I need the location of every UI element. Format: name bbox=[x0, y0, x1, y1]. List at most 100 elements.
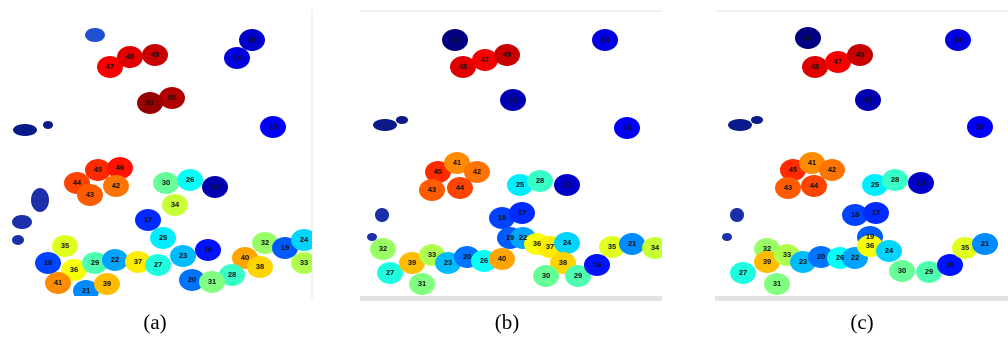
region-label: 20 bbox=[463, 252, 471, 261]
region-label: 10 bbox=[804, 33, 812, 42]
region-label: 18 bbox=[44, 258, 52, 267]
region-label: 48 bbox=[459, 62, 467, 71]
region-label: 45 bbox=[434, 167, 442, 176]
region-label: 51 bbox=[146, 98, 154, 107]
region-label: 49 bbox=[503, 50, 511, 59]
region-label: 14 bbox=[601, 35, 610, 44]
region-label: 45 bbox=[94, 165, 102, 174]
region-label: 36 bbox=[70, 265, 78, 274]
region-label: 13 bbox=[248, 35, 256, 44]
region-label: 24 bbox=[300, 235, 309, 244]
region-label: 44 bbox=[810, 181, 819, 190]
region-label: 28 bbox=[891, 175, 899, 184]
region-label: 14 bbox=[954, 35, 963, 44]
region-label: 41 bbox=[54, 278, 62, 287]
region-label: 35 bbox=[961, 243, 969, 252]
region-label: 30 bbox=[162, 178, 170, 187]
region-label: 23 bbox=[179, 251, 187, 260]
panel-border bbox=[360, 296, 662, 301]
caption: (a) bbox=[143, 310, 166, 334]
region-label: 28 bbox=[228, 270, 236, 279]
region-label: 35 bbox=[608, 242, 616, 251]
region-label: 22 bbox=[111, 255, 119, 264]
region-label: 19 bbox=[866, 232, 874, 241]
figure: 1314474849505115454644434230261234172535… bbox=[0, 0, 1008, 338]
region-label: 23 bbox=[799, 257, 807, 266]
region-label: 37 bbox=[546, 242, 554, 251]
region-label: 23 bbox=[444, 258, 452, 267]
region-label: 27 bbox=[154, 260, 162, 269]
region-label: 31 bbox=[208, 277, 216, 286]
region-label: 21 bbox=[981, 239, 989, 248]
region-label: 39 bbox=[103, 279, 111, 288]
region-label: 42 bbox=[473, 167, 481, 176]
region-label: 29 bbox=[91, 258, 99, 267]
region-label: 32 bbox=[379, 244, 387, 253]
region-label: 29 bbox=[574, 271, 582, 280]
region-label: 13 bbox=[917, 178, 925, 187]
region-label: 43 bbox=[428, 185, 436, 194]
region-label: 17 bbox=[872, 208, 880, 217]
region-label: 28 bbox=[536, 176, 544, 185]
region-label: 49 bbox=[151, 50, 159, 59]
region-label: 21 bbox=[628, 239, 636, 248]
region-label: 33 bbox=[300, 258, 308, 267]
region-label: 42 bbox=[828, 165, 836, 174]
region-label: 18 bbox=[498, 213, 506, 222]
region-label: 21 bbox=[82, 286, 90, 295]
region-label: 20 bbox=[817, 252, 825, 261]
region-label: 49 bbox=[856, 50, 864, 59]
region-label: 10 bbox=[451, 35, 459, 44]
region-label: 39 bbox=[763, 257, 771, 266]
region-label: 41 bbox=[808, 158, 816, 167]
region-label: 34 bbox=[651, 243, 660, 252]
region-label: 45 bbox=[789, 165, 797, 174]
region-label: 22 bbox=[851, 253, 859, 262]
region-label: 17 bbox=[144, 215, 152, 224]
region-label: 38 bbox=[256, 262, 264, 271]
region-label: 40 bbox=[241, 253, 249, 262]
region-label: 36 bbox=[533, 239, 541, 248]
region-label: 41 bbox=[453, 158, 461, 167]
region-label: 36 bbox=[866, 241, 874, 250]
region-label: 26 bbox=[836, 253, 844, 262]
region-label: 48 bbox=[811, 62, 819, 71]
region-label: 38 bbox=[559, 258, 567, 267]
region-label: 33 bbox=[783, 250, 791, 259]
region-label: 16 bbox=[204, 245, 212, 254]
region-label: 30 bbox=[898, 266, 906, 275]
region-label: 39 bbox=[408, 258, 416, 267]
region-label: 27 bbox=[386, 268, 394, 277]
region-label: 32 bbox=[261, 238, 269, 247]
region-label: 16 bbox=[946, 260, 954, 269]
region-label: 42 bbox=[112, 181, 120, 190]
region-label: 12 bbox=[211, 182, 219, 191]
region-label: 47 bbox=[834, 57, 842, 66]
region-label: 13 bbox=[563, 180, 571, 189]
region-label: 15 bbox=[269, 122, 277, 131]
region-label: 40 bbox=[498, 254, 506, 263]
region-label: 12 bbox=[864, 95, 872, 104]
region-label: 24 bbox=[563, 238, 572, 247]
region-label: 32 bbox=[763, 244, 771, 253]
region-label: 27 bbox=[739, 268, 747, 277]
region-label: 15 bbox=[976, 122, 984, 131]
region-label: 44 bbox=[73, 178, 82, 187]
region-label: 48 bbox=[126, 52, 134, 61]
region-label: 18 bbox=[851, 210, 859, 219]
region-label: 43 bbox=[784, 183, 792, 192]
region-label: 31 bbox=[418, 279, 426, 288]
caption: (c) bbox=[850, 310, 873, 334]
region-label: 47 bbox=[106, 62, 114, 71]
region-label: 37 bbox=[134, 257, 142, 266]
region-label: 34 bbox=[171, 200, 180, 209]
region-label: 12 bbox=[509, 95, 517, 104]
region-label: 19 bbox=[506, 233, 514, 242]
region-label: 30 bbox=[542, 271, 550, 280]
region-label: 29 bbox=[925, 267, 933, 276]
region-label: 16 bbox=[593, 260, 601, 269]
region-label: 19 bbox=[281, 243, 289, 252]
region-label: 20 bbox=[188, 275, 196, 284]
region-label: 50 bbox=[168, 93, 176, 102]
region-label: 22 bbox=[519, 233, 527, 242]
